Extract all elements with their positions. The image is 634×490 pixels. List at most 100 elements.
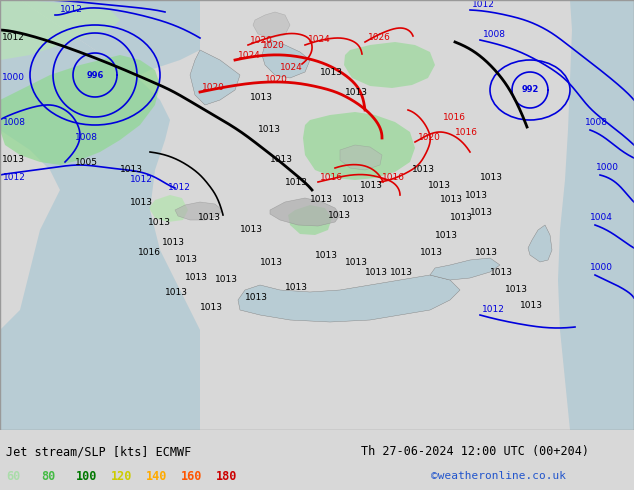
Text: 1013: 1013 bbox=[465, 191, 488, 200]
Text: 1013: 1013 bbox=[360, 181, 383, 190]
Text: 1000: 1000 bbox=[590, 263, 613, 272]
Text: 1008: 1008 bbox=[585, 118, 608, 127]
Text: 60: 60 bbox=[6, 470, 20, 483]
Text: 1013: 1013 bbox=[285, 283, 308, 292]
Polygon shape bbox=[270, 198, 340, 226]
Text: 80: 80 bbox=[41, 470, 55, 483]
Text: 120: 120 bbox=[111, 470, 133, 483]
Text: 1024: 1024 bbox=[308, 35, 331, 44]
Text: 1000: 1000 bbox=[2, 73, 25, 82]
Text: 1020: 1020 bbox=[262, 41, 285, 50]
Text: 1020: 1020 bbox=[202, 83, 225, 92]
Text: 1013: 1013 bbox=[320, 68, 343, 77]
Text: 1013: 1013 bbox=[435, 231, 458, 240]
Text: 1004: 1004 bbox=[590, 213, 613, 222]
Text: 1013: 1013 bbox=[240, 225, 263, 234]
Text: 1013: 1013 bbox=[470, 208, 493, 217]
Text: 1013: 1013 bbox=[365, 268, 388, 277]
Text: 180: 180 bbox=[216, 470, 237, 483]
Text: Jet stream/SLP [kts] ECMWF: Jet stream/SLP [kts] ECMWF bbox=[6, 445, 191, 458]
Text: 1013: 1013 bbox=[420, 248, 443, 257]
Text: Th 27-06-2024 12:00 UTC (00+204): Th 27-06-2024 12:00 UTC (00+204) bbox=[361, 445, 590, 458]
Text: 1013: 1013 bbox=[505, 285, 528, 294]
Text: 1020: 1020 bbox=[250, 36, 273, 45]
Text: 1013: 1013 bbox=[250, 93, 273, 102]
Polygon shape bbox=[0, 0, 200, 430]
Text: 1013: 1013 bbox=[390, 268, 413, 277]
Text: 1012: 1012 bbox=[2, 33, 25, 42]
Polygon shape bbox=[430, 258, 500, 280]
Text: 1013: 1013 bbox=[345, 88, 368, 97]
Text: 1013: 1013 bbox=[285, 178, 308, 187]
Text: 1013: 1013 bbox=[162, 238, 185, 247]
Polygon shape bbox=[288, 205, 332, 235]
Text: 1013: 1013 bbox=[345, 258, 368, 267]
Polygon shape bbox=[0, 0, 200, 80]
Text: 1013: 1013 bbox=[130, 198, 153, 207]
Polygon shape bbox=[303, 112, 415, 180]
Polygon shape bbox=[528, 225, 552, 262]
Text: 160: 160 bbox=[181, 470, 202, 483]
Text: ©weatheronline.co.uk: ©weatheronline.co.uk bbox=[431, 471, 566, 481]
Text: 1013: 1013 bbox=[328, 211, 351, 220]
Polygon shape bbox=[558, 0, 634, 430]
Text: 1013: 1013 bbox=[2, 155, 25, 164]
Text: 1020: 1020 bbox=[265, 75, 288, 84]
Text: 1013: 1013 bbox=[200, 303, 223, 312]
Text: 1013: 1013 bbox=[215, 275, 238, 284]
Text: 1008: 1008 bbox=[75, 133, 98, 142]
Polygon shape bbox=[340, 145, 382, 170]
Text: 1000: 1000 bbox=[596, 163, 619, 172]
Polygon shape bbox=[149, 195, 188, 222]
Text: 1013: 1013 bbox=[120, 165, 143, 174]
Text: 1013: 1013 bbox=[198, 213, 221, 222]
Text: 996: 996 bbox=[86, 71, 104, 79]
Text: 1012: 1012 bbox=[168, 183, 191, 192]
Text: 100: 100 bbox=[76, 470, 98, 483]
Text: 1013: 1013 bbox=[315, 251, 338, 260]
Text: 1013: 1013 bbox=[175, 255, 198, 264]
Text: 1013: 1013 bbox=[258, 125, 281, 134]
Text: 1013: 1013 bbox=[428, 181, 451, 190]
Text: 1013: 1013 bbox=[490, 268, 513, 277]
Text: 1013: 1013 bbox=[165, 288, 188, 297]
Text: 1020: 1020 bbox=[418, 133, 441, 142]
Text: 1026: 1026 bbox=[368, 33, 391, 42]
Polygon shape bbox=[238, 275, 460, 322]
Text: 1008: 1008 bbox=[483, 30, 506, 39]
Text: 1012: 1012 bbox=[472, 0, 495, 9]
Text: 1016: 1016 bbox=[382, 173, 405, 182]
Text: 1012: 1012 bbox=[60, 5, 83, 14]
Text: 1012: 1012 bbox=[482, 305, 505, 314]
Text: 1016: 1016 bbox=[320, 173, 343, 182]
Text: 1008: 1008 bbox=[3, 118, 26, 127]
Text: 1013: 1013 bbox=[310, 195, 333, 204]
Text: 1013: 1013 bbox=[185, 273, 208, 282]
Text: 992: 992 bbox=[521, 85, 539, 95]
Text: 1012: 1012 bbox=[130, 175, 153, 184]
Polygon shape bbox=[0, 0, 120, 60]
Text: 140: 140 bbox=[146, 470, 167, 483]
Text: 1013: 1013 bbox=[342, 195, 365, 204]
Text: 1013: 1013 bbox=[270, 155, 293, 164]
Polygon shape bbox=[0, 55, 160, 165]
Text: 1013: 1013 bbox=[148, 218, 171, 227]
Text: 1016: 1016 bbox=[138, 248, 161, 257]
Text: 1005: 1005 bbox=[75, 158, 98, 167]
Text: 1024: 1024 bbox=[238, 51, 261, 60]
Text: 1016: 1016 bbox=[443, 113, 466, 122]
Polygon shape bbox=[344, 42, 435, 88]
Text: 1013: 1013 bbox=[245, 293, 268, 302]
Polygon shape bbox=[262, 40, 310, 78]
Text: 1013: 1013 bbox=[450, 213, 473, 222]
Text: 1013: 1013 bbox=[480, 173, 503, 182]
Text: 1024: 1024 bbox=[280, 63, 303, 72]
Text: 1013: 1013 bbox=[260, 258, 283, 267]
Text: 1012: 1012 bbox=[2, 0, 25, 2]
Polygon shape bbox=[253, 12, 290, 38]
Text: 1013: 1013 bbox=[520, 301, 543, 310]
Text: 1013: 1013 bbox=[412, 165, 435, 174]
Text: 1013: 1013 bbox=[475, 248, 498, 257]
Text: 1013: 1013 bbox=[440, 195, 463, 204]
Text: 1012: 1012 bbox=[3, 173, 26, 182]
